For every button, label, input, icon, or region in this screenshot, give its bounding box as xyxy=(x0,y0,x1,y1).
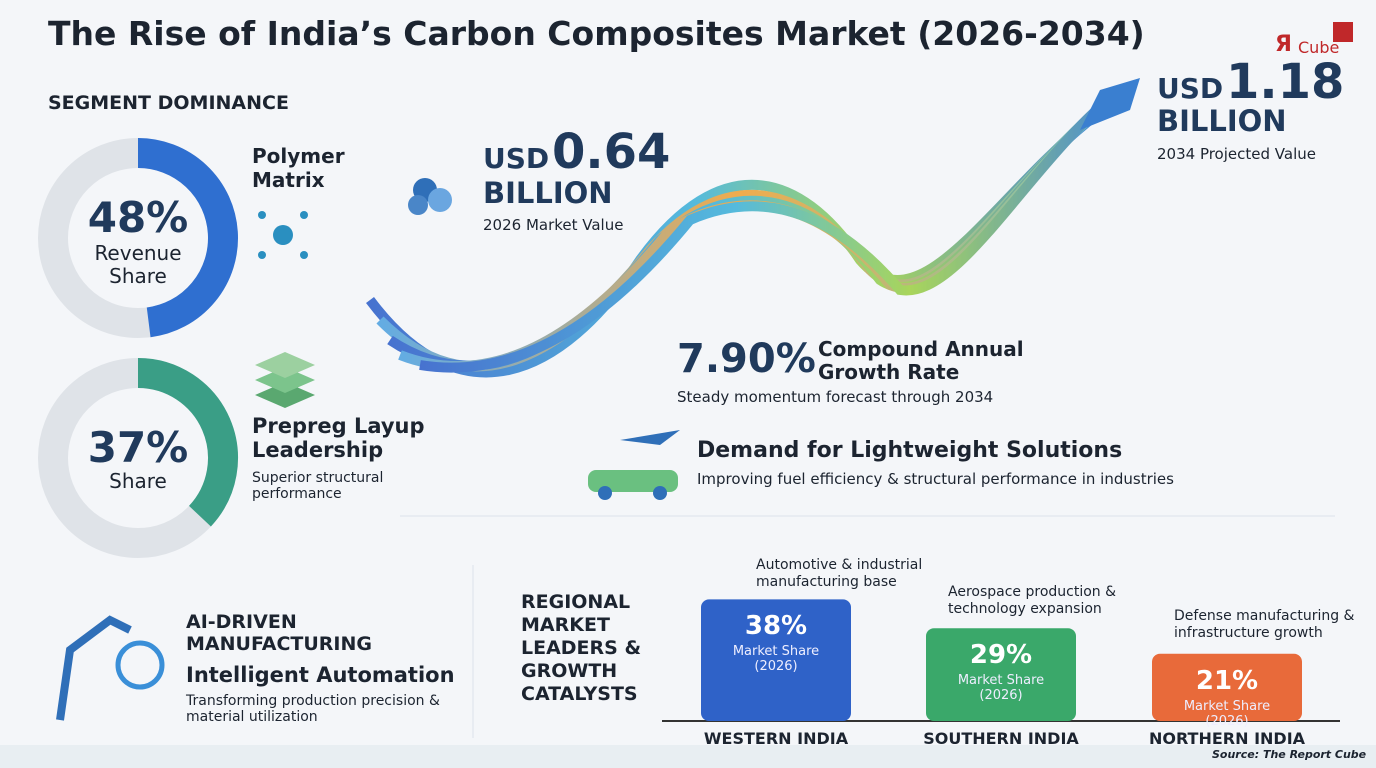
logo-cube xyxy=(1333,22,1353,42)
donut-value: 48% xyxy=(87,193,189,242)
currency: USD xyxy=(483,142,550,175)
train-icon xyxy=(1080,78,1140,130)
segment-name: Polymer Matrix xyxy=(252,144,345,192)
donut-arc xyxy=(137,138,238,338)
cagr-label: Compound Annual Growth Rate xyxy=(818,337,1024,384)
layers-icon xyxy=(255,352,315,408)
demand-title: Demand for Lightweight Solutions xyxy=(697,438,1123,463)
ai-title: AI-DRIVEN MANUFACTURING xyxy=(186,611,372,655)
unit: BILLION xyxy=(483,176,613,210)
bar xyxy=(926,628,1076,721)
bar xyxy=(1152,653,1302,721)
section-heading: SEGMENT DOMINANCE xyxy=(48,92,289,114)
robot-icon xyxy=(56,615,165,721)
caption: 2034 Projected Value xyxy=(1157,145,1316,163)
unit: BILLION xyxy=(1157,104,1287,138)
bar-label: Market Share (2026) xyxy=(957,673,1045,704)
catalyst: Aerospace production & technology expans… xyxy=(948,584,1117,618)
bar-value: 29% xyxy=(969,640,1033,671)
car-plane-icon xyxy=(588,430,680,500)
caption: 2026 Market Value xyxy=(483,216,624,234)
demand-text: Improving fuel efficiency & structural p… xyxy=(697,470,1174,488)
segment-name: Prepreg Layup Leadership xyxy=(252,414,425,462)
cagr-value: 7.90% xyxy=(677,336,816,382)
fiber-icon xyxy=(408,178,452,215)
source: Source: The Report Cube xyxy=(1212,748,1367,761)
region-name: NORTHERN INDIA xyxy=(1148,729,1306,748)
region-name: WESTERN INDIA xyxy=(703,729,849,748)
region-name: SOUTHERN INDIA xyxy=(923,729,1079,748)
ribbon xyxy=(366,86,1124,378)
bar-value: 38% xyxy=(744,611,808,642)
donut-caption: Share xyxy=(109,469,167,493)
ai-text: Transforming production precision & mate… xyxy=(186,693,440,725)
amount: 0.64 xyxy=(552,124,671,180)
bar-label: Market Share (2026) xyxy=(1183,698,1271,729)
matrix-icon xyxy=(258,211,308,259)
footer-band xyxy=(0,745,1376,768)
currency: USD xyxy=(1157,72,1224,105)
bar-label: Market Share (2026) xyxy=(732,644,820,675)
donut-value: 37% xyxy=(87,423,189,472)
bar xyxy=(701,599,851,721)
catalyst: Automotive & industrial manufacturing ba… xyxy=(756,557,923,591)
title: The Rise of India’s Carbon Composites Ma… xyxy=(48,14,1145,53)
amount: 1.18 xyxy=(1226,54,1345,110)
ai-subtitle: Intelligent Automation xyxy=(186,663,455,687)
donut-caption: Revenue Share xyxy=(94,241,182,288)
donut-arc xyxy=(137,358,238,527)
segment-description: Superior structural performance xyxy=(252,470,384,502)
cagr-text: Steady momentum forecast through 2034 xyxy=(677,388,994,406)
regional-heading: REGIONAL MARKET LEADERS & GROWTH CATALYS… xyxy=(521,591,642,705)
bar-value: 21% xyxy=(1195,665,1259,696)
logo-mark: Я xyxy=(1275,32,1292,57)
catalyst: Defense manufacturing & infrastructure g… xyxy=(1174,607,1355,641)
logo-text: Cube xyxy=(1298,38,1340,57)
